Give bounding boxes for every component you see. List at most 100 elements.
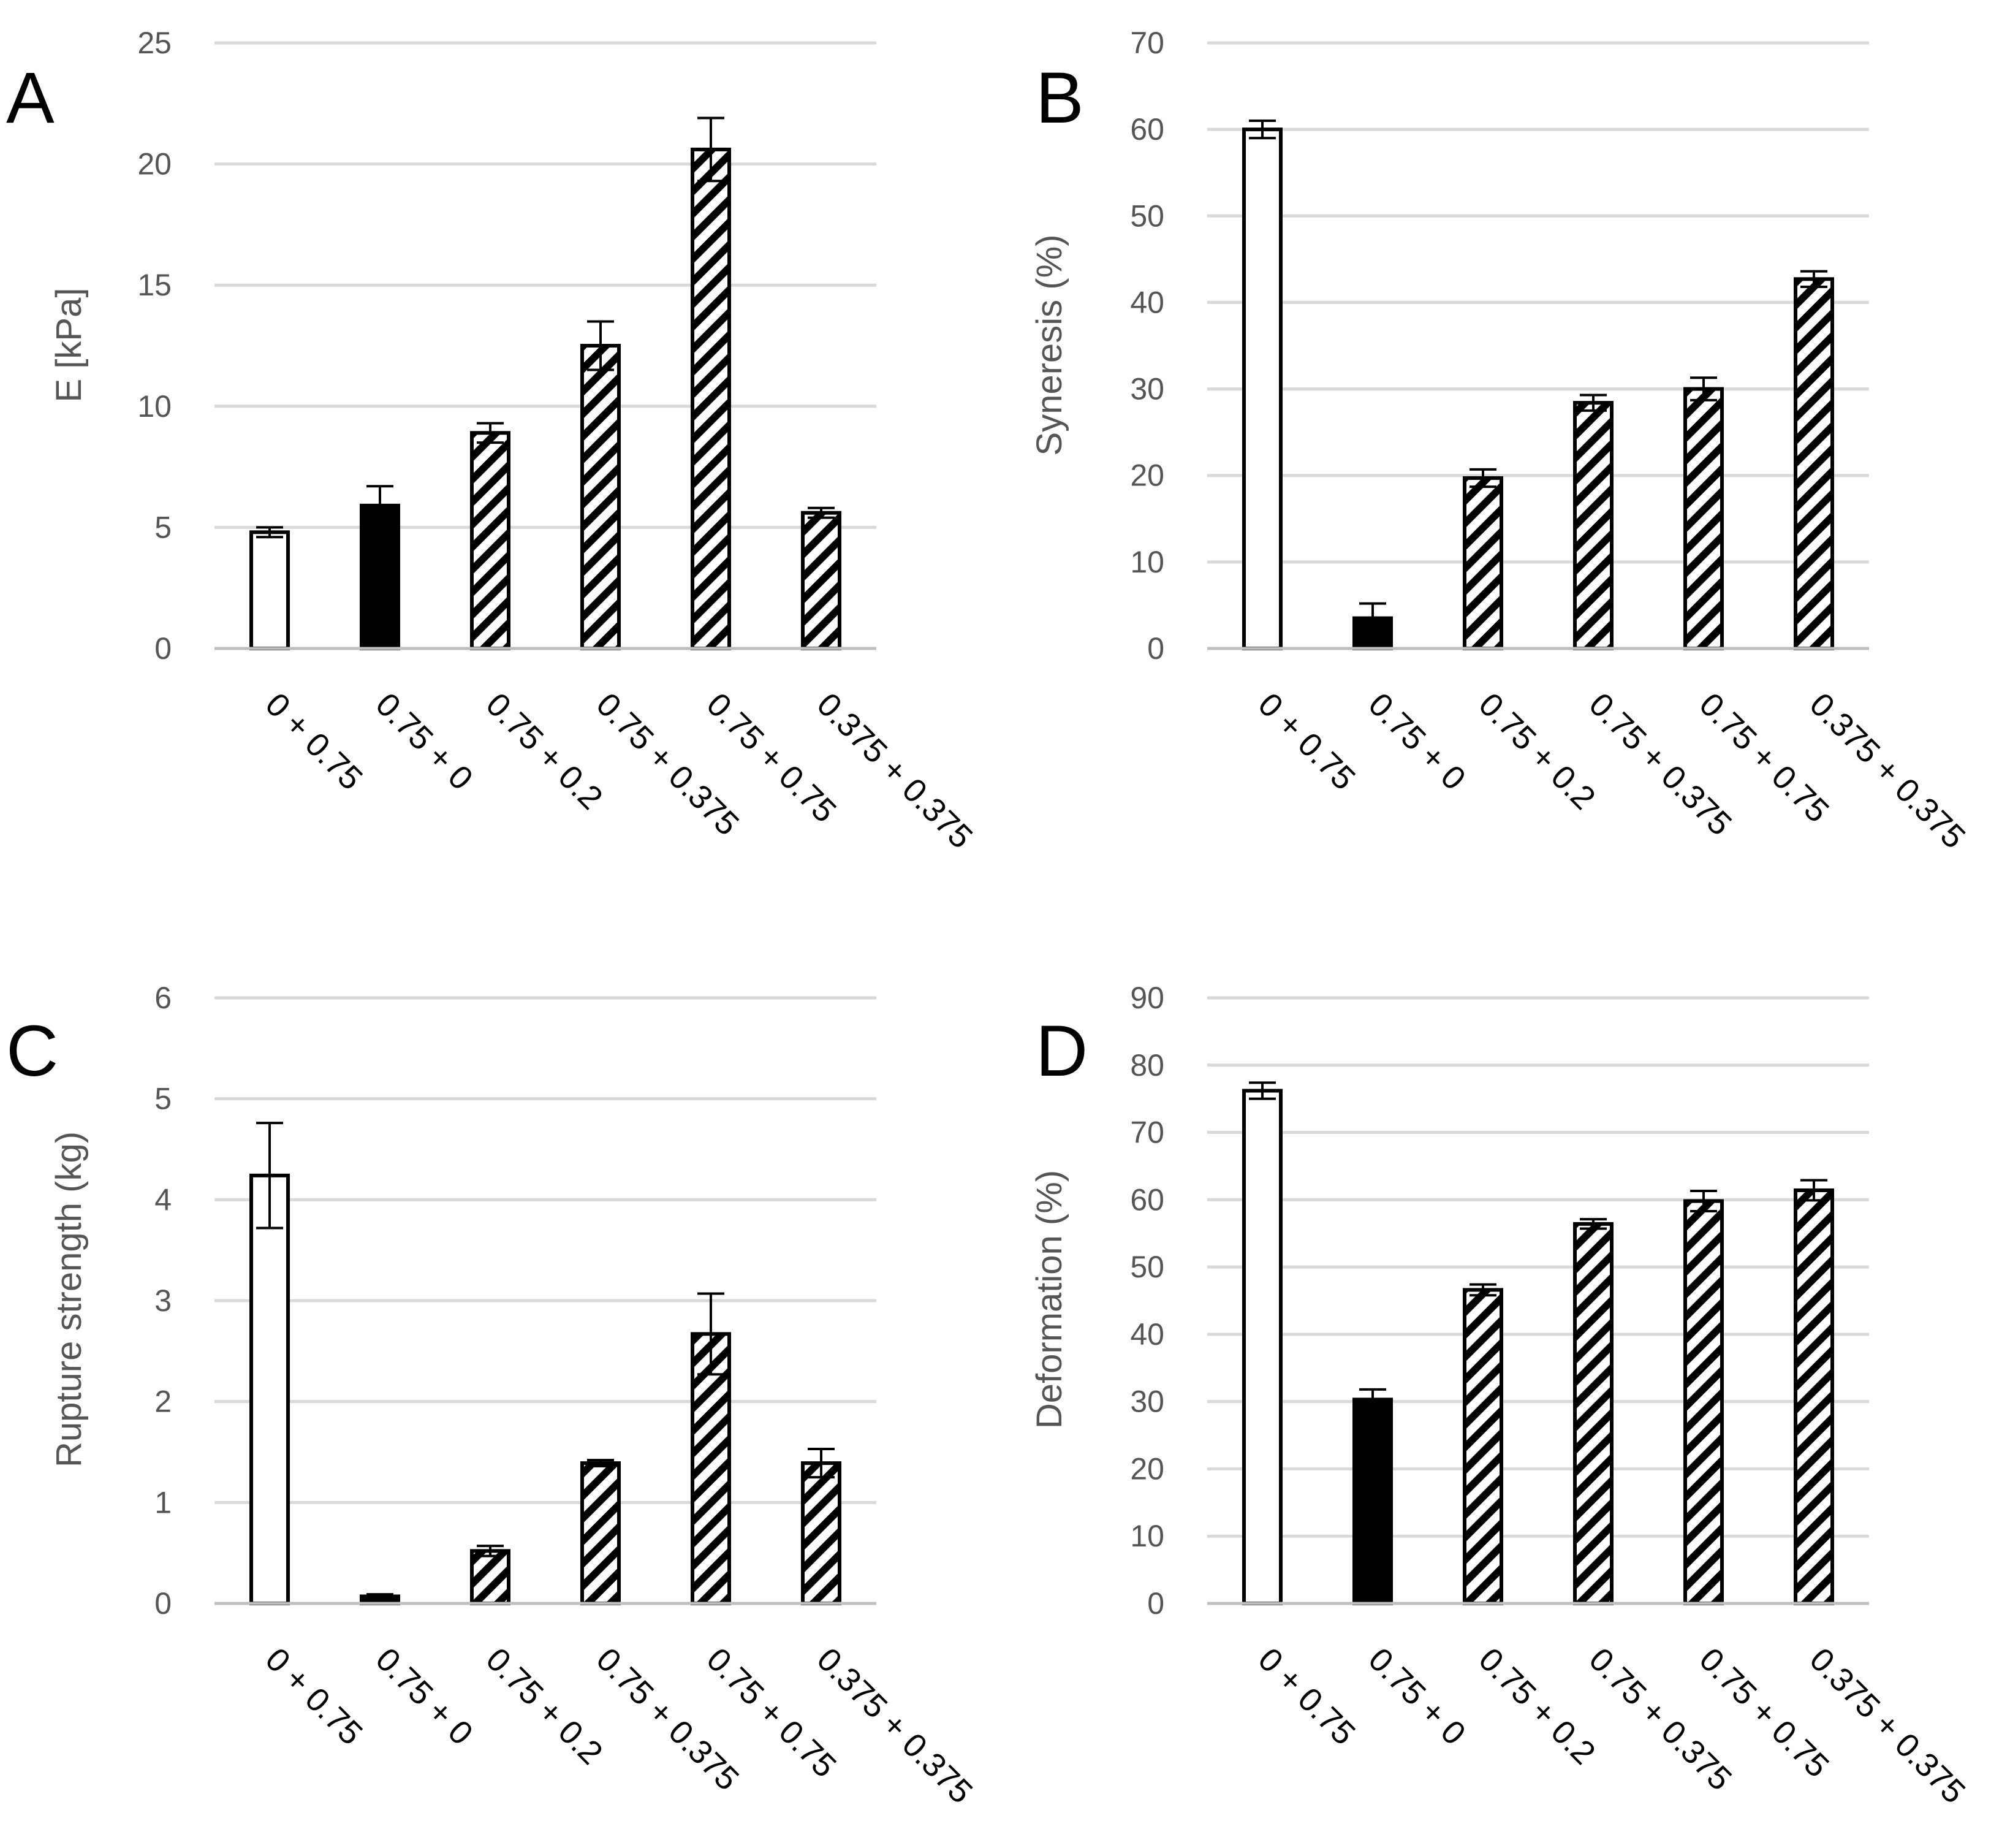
panel-c-bar: [470, 1549, 510, 1605]
panel-b-gridlines: [1207, 41, 1869, 564]
panel-a-ytick-label: 5: [154, 510, 172, 544]
panel-b-errorbar: [1359, 602, 1386, 634]
panel-c-category-label: 0 + 0.75: [259, 1641, 370, 1752]
panel-d-errorbar: [1470, 1283, 1496, 1297]
panel-d-category-label: 0 + 0.75: [1251, 1641, 1363, 1752]
panel-c-bar: [580, 1461, 621, 1605]
panel-c-errorbar: [477, 1545, 504, 1557]
panel-a-category-label: 0 + 0.75: [259, 686, 370, 797]
panel-d-bar: [1242, 1089, 1283, 1605]
panel-c-gridlines: [214, 996, 876, 1504]
panel-d-ytick-label: 30: [1130, 1385, 1164, 1419]
panel-d-ytick-label: 0: [1147, 1586, 1164, 1621]
panel-d-ytick-label: 40: [1130, 1317, 1164, 1352]
panel-d-category-label: 0.375 + 0.375: [1803, 1641, 1973, 1811]
panel-b-yticks: 0 10 20 30 40 50 60 70: [1130, 26, 1164, 666]
panel-d-errorbar: [1800, 1179, 1827, 1202]
panel-b-errorbars: [1249, 120, 1827, 634]
panel-d-bar: [1794, 1188, 1834, 1606]
panel-c-ytick-label: 2: [154, 1385, 172, 1419]
panel-b-errorbar: [1470, 468, 1496, 489]
panel-c-categories: 0 + 0.750.75 + 00.75 + 0.20.75 + 0.3750.…: [259, 1641, 980, 1811]
panel-b-ytick-label: 30: [1130, 372, 1164, 406]
panel-d-ytick-label: 60: [1130, 1182, 1164, 1217]
panel-c: C Rupture strength (kg) 0 1 2 3 4 5 6 0 + 0.75…: [6, 981, 980, 1811]
panel-d-errorbar: [1249, 1081, 1276, 1100]
panel-a-ytick-label: 25: [137, 26, 172, 60]
panel-d-ytick-label: 20: [1130, 1451, 1164, 1486]
panel-a-errorbar: [587, 320, 614, 371]
panel-a-errorbar: [477, 422, 504, 444]
panel-b: B Syneresis (%) 0 10 20 30 40 50 60 70 0 + 0.75…: [1030, 26, 1973, 856]
panel-a-errorbars: [256, 116, 835, 539]
panel-c-errorbars: [256, 1122, 835, 1600]
panel-b-bar: [1573, 401, 1614, 650]
panel-a-category-label: 0.375 + 0.375: [810, 686, 980, 856]
panel-a-bar: [801, 511, 841, 650]
panel-b-ylabel: Syneresis (%): [1030, 235, 1069, 456]
panel-a-category-label: 0.75 + 0.2: [479, 686, 610, 816]
panel-c-errorbar: [808, 1448, 835, 1479]
panel-c-ytick-label: 3: [154, 1283, 172, 1318]
panel-d-ytick-label: 90: [1130, 981, 1164, 1015]
panel-c-ytick-label: 4: [154, 1182, 172, 1217]
panel-a: A E [kPa] 0 5 10 15 20 25 0 + 0.750.75 + 00.7…: [6, 26, 980, 856]
panel-b-ytick-label: 70: [1130, 26, 1164, 60]
panel-b-ytick-label: 40: [1130, 285, 1164, 319]
panel-c-ytick-label: 5: [154, 1082, 172, 1116]
panel-a-bar: [249, 530, 290, 651]
panel-b-errorbar: [1580, 394, 1607, 412]
panel-a-errorbar: [256, 526, 283, 539]
panel-c-category-label: 0.375 + 0.375: [810, 1641, 980, 1811]
panel-a-gridlines: [214, 41, 876, 529]
panel-c-errorbar: [587, 1459, 614, 1468]
panel-b-ytick-label: 50: [1130, 199, 1164, 233]
panel-d-bars: [1242, 1089, 1834, 1606]
panel-a-categories: 0 + 0.750.75 + 00.75 + 0.20.75 + 0.3750.…: [259, 686, 980, 856]
panel-a-ytick-label: 20: [137, 147, 172, 181]
panel-d-ytick-label: 50: [1130, 1250, 1164, 1284]
panel-a-ytick-label: 15: [137, 268, 172, 302]
panel-b-bar: [1242, 127, 1283, 650]
panel-d-gridlines: [1207, 996, 1869, 1538]
panel-b-categories: 0 + 0.750.75 + 00.75 + 0.20.75 + 0.3750.…: [1251, 686, 1973, 856]
panel-d-bar: [1463, 1288, 1503, 1605]
panel-a-bars: [249, 147, 841, 651]
panel-d-errorbar: [1580, 1218, 1607, 1230]
panel-b-errorbar: [1690, 376, 1717, 401]
panel-b-category-label: 0.75 + 0: [1362, 686, 1473, 797]
panel-a-yticks: 0 5 10 15 20 25: [137, 26, 172, 666]
panel-d-category-label: 0.75 + 0.2: [1472, 1641, 1602, 1771]
panel-a-bar: [691, 147, 731, 650]
panel-c-label: C: [6, 1011, 58, 1092]
panel-b-bar: [1683, 387, 1724, 650]
panel-d-yticks: 0 10 20 30 40 50 60 70 80 90: [1130, 981, 1164, 1621]
panel-a-errorbar: [697, 116, 724, 183]
panel-b-category-label: 0.375 + 0.375: [1803, 686, 1973, 856]
panel-a-bar: [360, 503, 400, 650]
panel-c-category-label: 0.75 + 0.2: [479, 1641, 610, 1771]
panel-d: D Deformation (%) 0 10 20 30 40 50 60 70 80 90 0 …: [1030, 981, 1973, 1811]
panel-d-ytick-label: 80: [1130, 1048, 1164, 1082]
panel-a-bar: [470, 431, 510, 650]
panel-d-errorbar: [1690, 1190, 1717, 1212]
panel-a-category-label: 0.75 + 0: [369, 686, 480, 797]
panel-d-label: D: [1036, 1011, 1088, 1092]
panel-a-ytick-label: 10: [137, 389, 172, 424]
panel-b-ytick-label: 20: [1130, 458, 1164, 493]
panel-d-ytick-label: 10: [1130, 1519, 1164, 1553]
panel-c-ylabel: Rupture strength (kg): [49, 1131, 89, 1467]
panel-b-label: B: [1036, 58, 1084, 139]
panel-d-ytick-label: 70: [1130, 1116, 1164, 1150]
panel-b-ytick-label: 60: [1130, 112, 1164, 146]
panel-d-ylabel: Deformation (%): [1030, 1170, 1069, 1429]
panel-c-yticks: 0 1 2 3 4 5 6: [154, 981, 172, 1621]
panel-b-bar: [1794, 277, 1834, 650]
panel-b-category-label: 0 + 0.75: [1251, 686, 1363, 797]
panel-b-errorbar: [1249, 120, 1276, 140]
panel-d-categories: 0 + 0.750.75 + 00.75 + 0.20.75 + 0.3750.…: [1251, 1641, 1973, 1811]
panel-b-ytick-label: 0: [1147, 631, 1164, 666]
panel-d-errorbars: [1249, 1081, 1827, 1411]
panel-d-errorbar: [1359, 1388, 1386, 1411]
